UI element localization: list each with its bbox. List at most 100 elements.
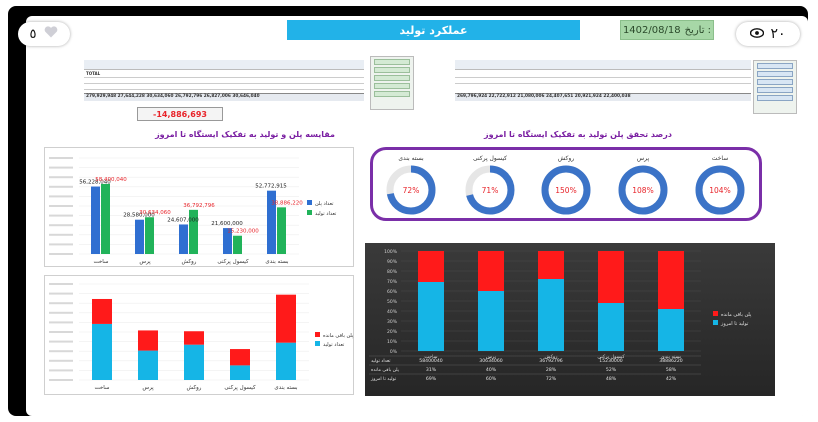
donut-label: روکش: [558, 155, 574, 162]
tick-label: 10%: [387, 339, 398, 345]
donut-percent: 72%: [403, 186, 420, 195]
bar-segment: [658, 251, 684, 309]
filter-item[interactable]: [374, 59, 410, 65]
tick-label: [49, 292, 73, 295]
donut-label: کیسول پرکنی: [473, 155, 507, 162]
category-label: روکش: [182, 258, 197, 265]
bar-segment: [138, 350, 158, 380]
tick-label: [49, 166, 73, 169]
bar-segment: [184, 344, 204, 380]
legend-swatch: [307, 210, 312, 215]
donut-arc: [618, 165, 668, 215]
table-cell: 48%: [606, 376, 617, 382]
filter-item[interactable]: [374, 67, 410, 73]
left-totals-row: 279,929,948 27,644,228 30,634,060 26,792…: [84, 93, 364, 101]
filter-item[interactable]: [757, 87, 793, 93]
data-label-plan: 28,580,000: [123, 213, 155, 219]
like-button[interactable]: ٥: [18, 22, 70, 46]
filter-item[interactable]: [374, 75, 410, 81]
category-label: روکش: [187, 384, 202, 391]
table-cell: 15230000: [599, 358, 622, 364]
tick-label: [49, 243, 73, 246]
tick-label: [49, 195, 73, 198]
legend-swatch: [315, 332, 320, 337]
bar-segment: [538, 251, 564, 279]
remaining-value-box: -14,886,693: [137, 107, 223, 121]
views-count: ٢٠: [770, 26, 786, 42]
tick-label: 80%: [387, 269, 398, 275]
legend-label: تولید تا امروز: [720, 321, 749, 327]
bar: [189, 209, 198, 254]
bar-segment: [92, 298, 112, 324]
table-cell: 58400040: [419, 358, 442, 364]
bar-segment: [598, 303, 624, 351]
filter-item[interactable]: [757, 95, 793, 101]
donut-label: بسته بندی: [398, 155, 424, 162]
bar-segment: [478, 291, 504, 351]
donut-label: پرس: [637, 155, 650, 162]
tick-label: 70%: [387, 279, 398, 285]
page-title: عملکرد تولید: [287, 20, 580, 40]
filter-item[interactable]: [757, 71, 793, 77]
filter-item[interactable]: [757, 79, 793, 85]
tick-label: [49, 176, 73, 179]
tick-label: [49, 233, 73, 236]
tick-label: [49, 224, 73, 227]
data-label-production: 58,400,040: [95, 177, 127, 183]
tick-label: 90%: [387, 259, 398, 265]
table-row-label: پلن باقی مانده: [371, 368, 400, 373]
filter-item[interactable]: [374, 91, 410, 97]
filter-item[interactable]: [757, 63, 793, 69]
data-label-production: 15,230,000: [227, 229, 259, 235]
category-label: کیسول پرکنی: [224, 384, 256, 391]
donut-arc: [541, 165, 591, 215]
bar: [135, 219, 144, 254]
tick-label: [49, 369, 73, 372]
bar-segment: [418, 282, 444, 351]
legend-swatch: [315, 341, 320, 346]
category-label: روکش: [544, 354, 558, 360]
filter-item[interactable]: [374, 83, 410, 89]
bar: [223, 228, 232, 254]
tick-label: [49, 359, 73, 362]
bar: [267, 190, 276, 254]
tick-label: [49, 302, 73, 305]
donut-panel: ساخت 104% پرس 108% روکش 150% کیسول پرکنی 71% بست…: [370, 147, 762, 221]
bar-segment: [184, 331, 204, 345]
bar: [277, 207, 286, 254]
data-label-production: 30,634,060: [139, 210, 171, 216]
legend-label: پلن باقی مانده: [323, 333, 354, 339]
table-cell: 28%: [546, 367, 557, 373]
bar-segment: [92, 323, 112, 380]
data-label-production: 38,886,220: [271, 200, 303, 206]
table-row-label: تعداد تولید: [371, 359, 391, 364]
data-label-production: 36,792,796: [183, 203, 215, 209]
bar-segment: [418, 251, 444, 282]
right-filter-pane[interactable]: [753, 60, 797, 114]
heart-icon: [44, 26, 58, 42]
tick-label: [49, 321, 73, 324]
likes-count: ٥: [29, 26, 37, 42]
tick-label: 100%: [384, 249, 398, 255]
donut-panel-title: درصد تحقق پلن تولید به تفکیک ایستگاه تا …: [484, 130, 672, 139]
tick-label: [49, 157, 73, 159]
percent-stacked-chart: 100% 90% 80% 70% 60% 50% 40% 30% 20% 10% 0% ساخت پرس…: [365, 243, 775, 396]
date-label: تاریخ :: [684, 24, 712, 36]
tick-label: 0%: [390, 349, 398, 355]
tick-label: 50%: [387, 299, 398, 305]
table-row-label: تولید تا امروز: [370, 377, 397, 382]
table-cell: 36792796: [539, 358, 562, 364]
bar-segment: [658, 309, 684, 351]
table-cell: 60%: [486, 376, 497, 382]
category-label: ساخت: [93, 259, 108, 265]
tick-label: [49, 350, 73, 353]
legend-label: پلن باقی مانده: [721, 312, 752, 318]
tick-label: 60%: [387, 289, 398, 295]
data-label-plan: 56,228,040: [79, 180, 111, 186]
bar-segment: [230, 365, 250, 380]
eye-icon: [750, 26, 765, 42]
tick-label: [49, 379, 73, 381]
bar-segment: [598, 251, 624, 303]
left-filter-pane[interactable]: [370, 56, 414, 110]
legend-swatch: [307, 200, 312, 205]
